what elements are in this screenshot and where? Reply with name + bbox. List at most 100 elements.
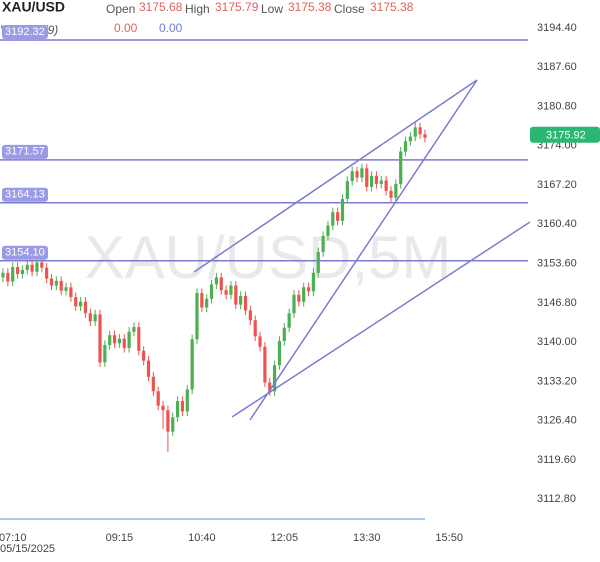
candle-body — [195, 293, 199, 340]
candle-body — [190, 339, 194, 390]
candle-body — [234, 285, 238, 305]
candle-body — [282, 327, 286, 341]
candle-body — [151, 376, 155, 392]
y-tick-label: 3187.60 — [537, 61, 577, 73]
candle-body — [394, 183, 398, 198]
candle-body — [54, 280, 58, 286]
candle-body — [311, 272, 315, 292]
candle-body — [25, 264, 29, 270]
symbol: XAU/USD — [2, 0, 65, 15]
level-label-bg — [2, 25, 48, 40]
candle-body — [360, 168, 364, 178]
last-price-bg — [530, 126, 600, 143]
candle-body — [166, 410, 170, 432]
candle-body — [336, 212, 340, 221]
y-tick-label: 3140.00 — [537, 336, 577, 348]
candle-body — [45, 267, 49, 279]
close-label: Close — [334, 2, 365, 16]
candle-body — [268, 382, 272, 392]
candle-body — [302, 287, 306, 302]
candle-body — [306, 287, 311, 292]
candle-body — [176, 401, 180, 418]
candle-body — [350, 171, 354, 182]
x-tick-label: 12:05 — [271, 532, 299, 544]
candle-body — [243, 295, 248, 311]
candle-body — [112, 335, 117, 344]
candle-body — [263, 346, 267, 383]
candle-body — [132, 327, 136, 332]
candle-body — [384, 180, 388, 191]
candle-body — [408, 136, 412, 142]
x-tick-label: 15:50 — [435, 532, 463, 544]
candle-body — [229, 285, 233, 295]
candle-body — [258, 336, 262, 347]
candle-body — [355, 171, 359, 178]
candle-body — [273, 365, 277, 392]
volume-value: 0.00 — [114, 21, 138, 35]
candle-body — [399, 151, 403, 184]
y-tick-label: 3112.80 — [537, 493, 576, 505]
candle-body — [1, 272, 5, 278]
candle-body — [30, 264, 34, 272]
candle-body — [127, 331, 131, 348]
candle-body — [122, 338, 126, 348]
candle-body — [370, 175, 374, 187]
candle-body — [239, 295, 243, 305]
trend-line — [193, 79, 478, 273]
candle-body — [185, 389, 189, 412]
candle-body — [219, 277, 223, 291]
candle-body — [83, 301, 88, 314]
candle-body — [326, 225, 330, 236]
candle-body — [49, 278, 54, 286]
x-tick-label: 09:15 — [106, 532, 134, 544]
candle-body — [321, 235, 325, 253]
candle-body — [74, 297, 78, 307]
y-tick-label: 3153.60 — [537, 258, 577, 270]
candle-body — [214, 277, 218, 285]
candle-body — [403, 141, 408, 152]
candle-body — [146, 360, 151, 377]
candle-body — [15, 267, 20, 275]
watermark: XAU/USD,5M — [85, 224, 452, 291]
candle-body — [209, 284, 214, 299]
level-label: 3192.32 — [5, 26, 45, 38]
trend-line — [249, 79, 478, 421]
high-label: High — [185, 2, 210, 16]
candle-body — [331, 212, 335, 226]
level-label: 3171.57 — [5, 146, 45, 158]
candle-body — [40, 262, 44, 268]
candle-body — [35, 262, 39, 272]
y-tick-label: 3167.20 — [537, 179, 577, 191]
candle-body — [200, 293, 204, 308]
level-label-bg — [2, 245, 48, 260]
candle-body — [98, 314, 102, 363]
candle-body — [277, 340, 282, 366]
candle-body — [171, 417, 175, 432]
candle-body — [69, 287, 73, 298]
candle-body — [59, 280, 63, 291]
level-label: 3154.10 — [5, 247, 45, 259]
trend-line — [231, 221, 531, 418]
candle-body — [79, 301, 83, 307]
candle-body — [287, 313, 291, 328]
level-label-bg — [2, 187, 48, 202]
date-label: 05/15/2025 — [0, 543, 55, 555]
candle-body — [6, 272, 10, 282]
x-tick-label: 07:10 — [0, 532, 26, 544]
candle-body — [103, 345, 107, 363]
candle-body — [340, 198, 345, 221]
candle-body — [205, 298, 209, 308]
candle-body — [389, 190, 393, 198]
candle-body — [142, 350, 146, 361]
candle-body — [345, 181, 349, 199]
candle-body — [248, 310, 252, 321]
candle-body — [180, 401, 185, 412]
y-tick-label: 3180.80 — [537, 100, 577, 112]
candle-body — [423, 134, 427, 138]
candle-body — [93, 314, 97, 322]
candle-body — [161, 405, 165, 411]
level-label-bg — [2, 144, 48, 159]
low-label: Low — [261, 2, 283, 16]
x-tick-label: 13:30 — [353, 532, 381, 544]
